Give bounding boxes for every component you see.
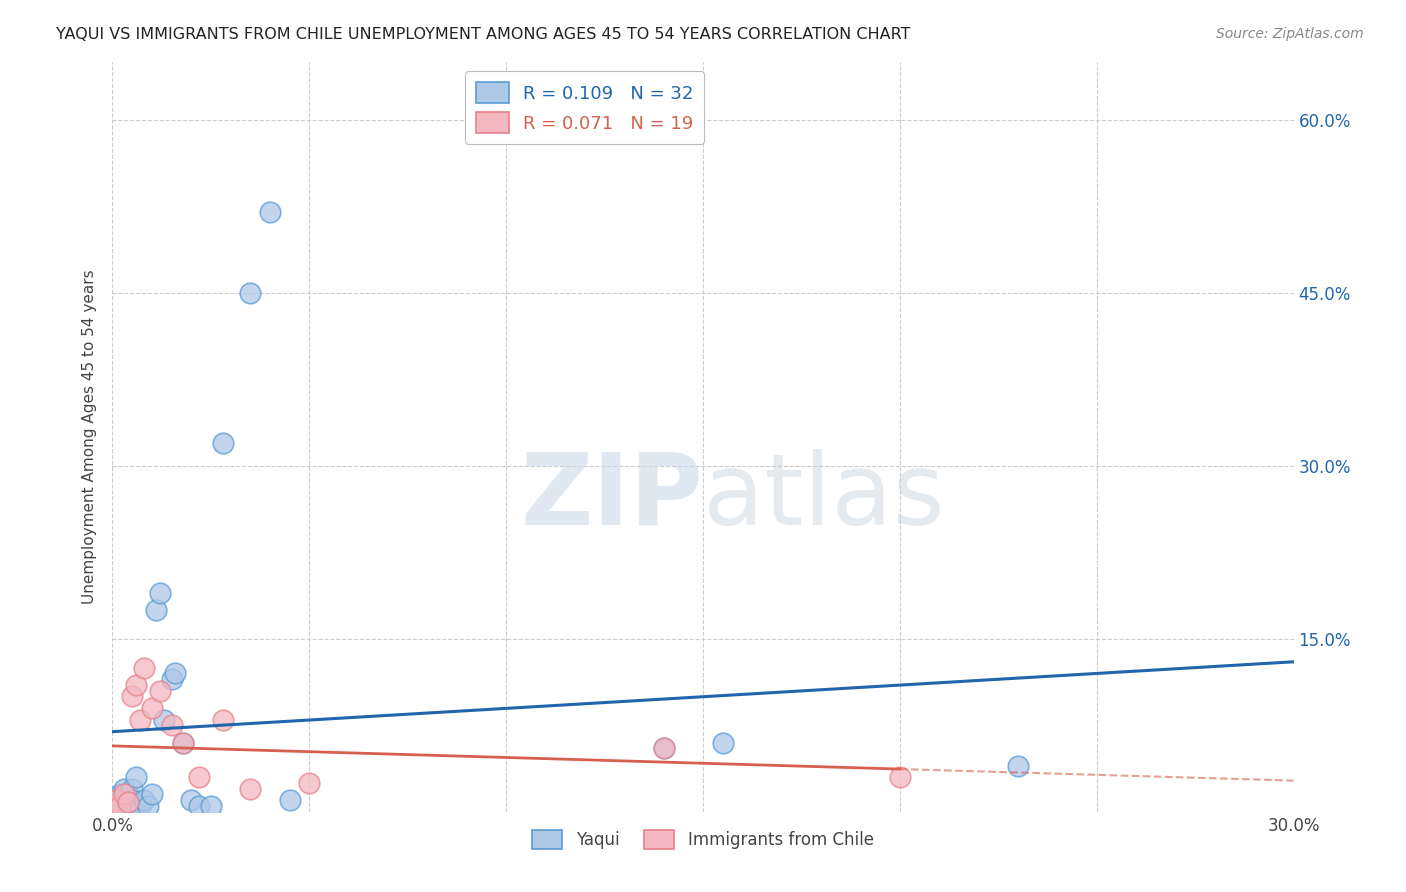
- Point: [110, 788, 132, 802]
- Point: [149, 585, 172, 599]
- Point: [105, 793, 128, 807]
- Point: [121, 781, 143, 796]
- Point: [141, 788, 163, 802]
- Point: [129, 713, 152, 727]
- Point: [160, 672, 183, 686]
- Point: [211, 435, 233, 450]
- Point: [121, 793, 143, 807]
- Point: [117, 796, 139, 810]
- Point: [121, 690, 143, 704]
- Point: [211, 713, 233, 727]
- Point: [259, 205, 281, 219]
- Point: [105, 799, 128, 814]
- Point: [239, 781, 262, 796]
- Point: [129, 799, 152, 814]
- Point: [298, 776, 321, 790]
- Text: atlas: atlas: [703, 449, 945, 546]
- Point: [239, 285, 262, 300]
- Text: Source: ZipAtlas.com: Source: ZipAtlas.com: [1216, 27, 1364, 41]
- Point: [889, 770, 911, 784]
- Legend: Yaqui, Immigrants from Chile: Yaqui, Immigrants from Chile: [526, 823, 880, 855]
- Point: [132, 793, 155, 807]
- Point: [112, 788, 135, 802]
- Point: [652, 741, 675, 756]
- Point: [165, 666, 187, 681]
- Point: [152, 713, 174, 727]
- Point: [200, 799, 222, 814]
- Point: [145, 603, 167, 617]
- Point: [188, 799, 211, 814]
- Point: [172, 735, 194, 749]
- Point: [160, 718, 183, 732]
- Point: [1007, 758, 1029, 772]
- Point: [149, 683, 172, 698]
- Text: ZIP: ZIP: [520, 449, 703, 546]
- Point: [125, 770, 148, 784]
- Point: [188, 770, 211, 784]
- Point: [101, 799, 124, 814]
- Y-axis label: Unemployment Among Ages 45 to 54 years: Unemployment Among Ages 45 to 54 years: [82, 269, 97, 605]
- Point: [117, 799, 139, 814]
- Point: [172, 735, 194, 749]
- Point: [105, 793, 128, 807]
- Point: [125, 678, 148, 692]
- Point: [136, 799, 159, 814]
- Point: [652, 741, 675, 756]
- Point: [141, 701, 163, 715]
- Point: [132, 660, 155, 674]
- Point: [711, 735, 734, 749]
- Text: YAQUI VS IMMIGRANTS FROM CHILE UNEMPLOYMENT AMONG AGES 45 TO 54 YEARS CORRELATIO: YAQUI VS IMMIGRANTS FROM CHILE UNEMPLOYM…: [56, 27, 911, 42]
- Point: [110, 799, 132, 814]
- Point: [101, 799, 124, 814]
- Point: [112, 781, 135, 796]
- Point: [112, 793, 135, 807]
- Point: [278, 793, 301, 807]
- Point: [110, 796, 132, 810]
- Point: [180, 793, 202, 807]
- Point: [117, 788, 139, 802]
